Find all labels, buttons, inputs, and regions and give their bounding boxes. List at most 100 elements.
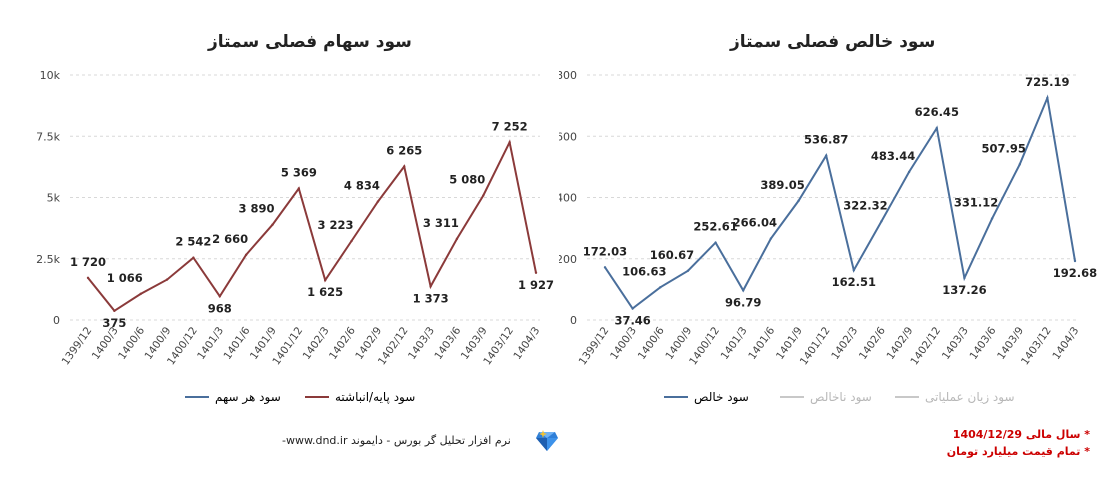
right-y-tick-label: 200 — [559, 253, 577, 266]
left-data-label: 7 252 — [492, 119, 528, 133]
unit-note: * تمام قیمت میلیارد تومان — [946, 445, 1090, 458]
left-data-label: 5 369 — [281, 165, 317, 179]
left-data-label: 968 — [208, 301, 232, 315]
right-data-point — [935, 126, 938, 130]
right-data-point — [714, 241, 717, 244]
left-legend-item-base[interactable]: سود پایه/انباشته — [305, 390, 415, 404]
right-data-point — [990, 217, 994, 220]
left-y-tick-label: 0 — [53, 314, 60, 327]
left-y-tick-label: 5k — [47, 192, 61, 205]
left-data-point — [192, 256, 195, 259]
left-data-label: 1 373 — [413, 291, 449, 305]
right-x-tick-label: 1404/3 — [1050, 325, 1081, 362]
right-legend-item-operating[interactable]: سود زیان عملیاتی — [895, 390, 1015, 404]
left-data-point — [403, 165, 406, 168]
right-x-tick-label: 1401/3 — [719, 325, 750, 362]
left-data-label: 1 927 — [518, 278, 554, 292]
right-data-point — [659, 286, 662, 289]
right-data-label: 725.19 — [1025, 75, 1069, 89]
right-data-point — [631, 307, 634, 310]
left-data-label: 2 660 — [212, 232, 248, 246]
left-data-label: 375 — [102, 316, 126, 330]
footer-text: نرم افزار تحلیل گر بورس - دایموند www.dn… — [282, 434, 511, 447]
right-data-point — [742, 289, 745, 292]
right-chart-title: سود خالص فصلی سمتاز — [730, 32, 936, 52]
right-legend-item-gross[interactable]: سود ناخالص — [780, 390, 872, 404]
right-data-label: 483.44 — [871, 149, 915, 163]
left-data-point — [350, 239, 353, 243]
right-data-label: 507.95 — [982, 141, 1026, 155]
right-legend-label-net: سود خالص — [694, 390, 749, 404]
diamond-icon — [536, 430, 558, 451]
right-data-label: 37.46 — [614, 314, 650, 328]
left-data-label: 5 080 — [449, 173, 485, 187]
left-chart-title: سود سهام فصلی سمتاز — [208, 32, 412, 52]
right-legend-label-gross: سود ناخالص — [810, 390, 872, 404]
left-data-point — [165, 278, 169, 281]
right-data-point — [880, 220, 883, 223]
right-data-label: 266.04 — [733, 216, 777, 230]
right-data-label: 137.26 — [942, 283, 986, 297]
right-data-point — [797, 199, 800, 203]
left-data-point — [376, 200, 380, 203]
left-x-tick-label: 1404/3 — [511, 325, 542, 362]
left-data-label: 1 625 — [307, 285, 343, 299]
right-data-point — [824, 154, 828, 157]
left-series-line — [87, 139, 537, 313]
left-data-label: 6 265 — [386, 144, 422, 158]
right-data-point — [769, 237, 773, 240]
left-data-point — [113, 309, 116, 313]
right-data-label: 162.51 — [832, 275, 876, 289]
left-data-point — [244, 253, 248, 257]
right-data-label: 252.61 — [693, 220, 737, 234]
right-x-tick-label: 1399/12 — [577, 325, 612, 368]
right-data-point — [603, 266, 607, 269]
right-y-tick-label: 400 — [559, 192, 577, 205]
left-data-label: 2 542 — [175, 235, 211, 249]
right-x-tick-label: 1400/6 — [636, 325, 667, 362]
left-data-point — [218, 295, 221, 298]
right-data-label: 160.67 — [650, 248, 694, 262]
left-data-point — [482, 194, 485, 197]
right-series-line — [604, 94, 1076, 310]
left-legend-label-eps: سود هر سهم — [215, 390, 281, 404]
left-x-tick-label: 1399/12 — [60, 325, 95, 368]
left-data-label: 4 834 — [344, 179, 380, 193]
right-data-label: 536.87 — [804, 133, 848, 147]
right-chart: 02004006008001399/121400/31400/61400/914… — [559, 69, 1097, 368]
left-data-point — [455, 237, 459, 241]
left-data-point — [297, 187, 301, 190]
left-data-point — [86, 276, 90, 280]
left-data-point — [508, 141, 511, 144]
right-data-label: 331.12 — [954, 196, 998, 210]
left-data-label: 3 223 — [318, 218, 354, 232]
right-data-point — [852, 269, 856, 272]
right-x-tick-label: 1401/6 — [746, 325, 777, 362]
fiscal-year-note: * سال مالی 1404/12/29 — [952, 428, 1090, 441]
right-y-tick-label: 600 — [559, 130, 577, 143]
left-data-point — [534, 271, 538, 274]
right-data-label: 96.79 — [725, 295, 761, 309]
right-data-point — [1073, 259, 1077, 263]
left-data-point — [323, 278, 327, 282]
left-chart: 02.5k5k7.5k10k1399/121400/31400/61400/91… — [36, 69, 554, 368]
right-y-tick-label: 800 — [559, 69, 577, 82]
right-legend-swatch-operating — [895, 396, 919, 398]
right-data-label: 106.63 — [622, 264, 666, 278]
right-data-point — [963, 276, 966, 280]
right-x-tick-label: 1402/6 — [857, 325, 888, 362]
left-y-tick-label: 10k — [40, 69, 61, 82]
left-legend-swatch-eps — [185, 396, 209, 398]
right-legend-item-net[interactable]: سود خالص — [664, 390, 749, 404]
left-x-tick-label: 1401/3 — [195, 325, 226, 362]
left-data-label: 3 890 — [238, 202, 274, 216]
right-data-label: 192.68 — [1053, 266, 1097, 280]
left-legend-item-eps[interactable]: سود هر سهم — [185, 390, 281, 404]
left-y-tick-label: 2.5k — [36, 253, 60, 266]
left-data-point — [429, 285, 432, 288]
left-legend-label-base: سود پایه/انباشته — [335, 390, 416, 404]
left-data-label: 3 311 — [423, 216, 459, 230]
right-data-label: 172.03 — [583, 244, 627, 258]
right-x-tick-label: 1403/6 — [967, 325, 998, 362]
right-data-label: 626.45 — [915, 105, 959, 119]
